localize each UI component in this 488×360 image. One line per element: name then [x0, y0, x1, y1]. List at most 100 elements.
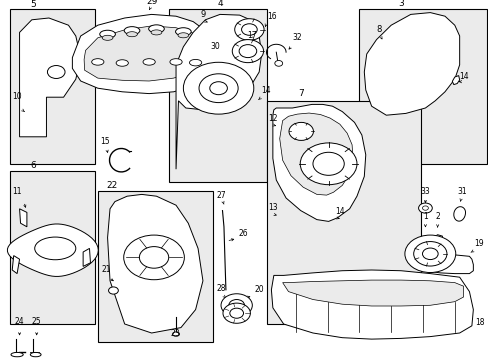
Text: 22: 22 — [106, 181, 118, 190]
Text: 24: 24 — [15, 317, 24, 326]
Bar — [10, 9, 95, 164]
Circle shape — [234, 19, 264, 40]
Text: 18: 18 — [474, 318, 484, 327]
Ellipse shape — [148, 25, 164, 33]
Text: 31: 31 — [456, 187, 466, 196]
Bar — [10, 171, 95, 324]
Text: 32: 32 — [292, 33, 302, 42]
Circle shape — [413, 242, 446, 266]
Ellipse shape — [189, 59, 202, 66]
Polygon shape — [107, 194, 203, 333]
Polygon shape — [421, 255, 472, 274]
Polygon shape — [20, 209, 27, 227]
Text: 17: 17 — [246, 31, 256, 40]
Circle shape — [404, 235, 455, 273]
Circle shape — [108, 287, 118, 294]
Ellipse shape — [102, 35, 113, 40]
Text: 7: 7 — [297, 89, 303, 98]
Polygon shape — [12, 256, 20, 274]
Text: 14: 14 — [459, 72, 468, 81]
Circle shape — [312, 152, 344, 175]
Ellipse shape — [100, 30, 115, 38]
Polygon shape — [176, 14, 261, 169]
Bar — [266, 101, 420, 324]
Text: 23: 23 — [170, 329, 180, 338]
Ellipse shape — [142, 59, 155, 65]
Ellipse shape — [178, 33, 188, 38]
Polygon shape — [84, 26, 203, 81]
Ellipse shape — [35, 237, 76, 260]
Circle shape — [274, 60, 282, 66]
Polygon shape — [272, 104, 365, 221]
Circle shape — [288, 122, 313, 140]
Polygon shape — [7, 224, 98, 276]
Text: 3: 3 — [397, 0, 403, 8]
Text: 12: 12 — [267, 114, 277, 123]
Bar — [98, 191, 212, 342]
Polygon shape — [282, 280, 463, 306]
Text: 29: 29 — [145, 0, 157, 6]
Polygon shape — [451, 76, 459, 85]
Text: 26: 26 — [238, 229, 248, 238]
Ellipse shape — [169, 59, 182, 65]
Text: 20: 20 — [254, 285, 264, 294]
Circle shape — [139, 247, 168, 268]
Text: 16: 16 — [266, 12, 276, 21]
Circle shape — [221, 294, 252, 317]
Text: 14: 14 — [261, 86, 271, 95]
Ellipse shape — [151, 30, 162, 35]
Ellipse shape — [124, 27, 140, 35]
Ellipse shape — [126, 32, 137, 37]
Circle shape — [223, 303, 250, 323]
Text: 6: 6 — [30, 161, 36, 170]
Text: 10: 10 — [12, 92, 22, 101]
Circle shape — [199, 74, 238, 103]
Ellipse shape — [11, 352, 23, 357]
Text: 19: 19 — [473, 239, 483, 248]
Text: 11: 11 — [12, 187, 21, 196]
Text: 4: 4 — [217, 0, 223, 8]
Polygon shape — [271, 270, 472, 339]
Circle shape — [239, 45, 256, 58]
Bar — [359, 9, 486, 164]
Text: 25: 25 — [32, 317, 41, 326]
Circle shape — [183, 62, 253, 114]
Circle shape — [123, 235, 184, 280]
Text: 9: 9 — [200, 10, 205, 19]
Polygon shape — [364, 13, 459, 115]
Text: 28: 28 — [216, 284, 225, 293]
Polygon shape — [433, 235, 442, 242]
Text: 13: 13 — [267, 203, 277, 212]
Circle shape — [232, 40, 263, 63]
Circle shape — [47, 66, 65, 78]
Text: 14: 14 — [334, 207, 344, 216]
Polygon shape — [72, 14, 212, 94]
Ellipse shape — [116, 60, 128, 66]
Text: 5: 5 — [30, 0, 36, 9]
Text: 2: 2 — [434, 212, 439, 221]
Polygon shape — [20, 18, 81, 137]
Polygon shape — [83, 248, 90, 266]
Text: 15: 15 — [100, 137, 110, 146]
Circle shape — [422, 248, 437, 260]
Ellipse shape — [92, 59, 104, 65]
Circle shape — [422, 206, 427, 210]
Polygon shape — [453, 207, 465, 221]
Circle shape — [228, 300, 244, 311]
Circle shape — [241, 24, 257, 35]
Ellipse shape — [172, 332, 179, 336]
Text: 8: 8 — [376, 25, 381, 34]
Circle shape — [209, 82, 227, 95]
Text: 30: 30 — [210, 42, 220, 51]
Text: 1: 1 — [422, 212, 427, 221]
Circle shape — [300, 143, 356, 185]
Text: 27: 27 — [216, 191, 225, 200]
Circle shape — [418, 203, 431, 213]
Text: 21: 21 — [102, 265, 111, 274]
Text: 33: 33 — [420, 187, 429, 196]
Ellipse shape — [175, 28, 191, 36]
Ellipse shape — [30, 352, 41, 357]
Polygon shape — [279, 113, 352, 195]
Bar — [168, 9, 266, 182]
Circle shape — [229, 308, 243, 318]
